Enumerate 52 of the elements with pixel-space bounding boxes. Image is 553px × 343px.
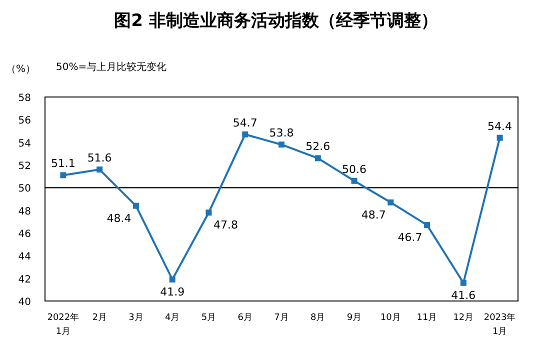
x-tick-label: 11月 xyxy=(416,313,438,323)
point xyxy=(460,280,466,286)
text: 50%=与上月比较无变化 xyxy=(56,61,167,73)
point xyxy=(424,222,430,228)
data-label: 41.9 xyxy=(160,285,185,298)
y-tick-label: 44 xyxy=(18,252,31,263)
point xyxy=(169,276,176,282)
data-label: 50.6 xyxy=(342,162,367,176)
data-label: 47.8 xyxy=(213,218,238,232)
y-tick-label: 46 xyxy=(18,229,31,240)
point xyxy=(96,166,103,173)
data-label: 53.8 xyxy=(269,126,294,140)
data-label: 41.6 xyxy=(451,288,476,302)
point xyxy=(388,199,394,206)
point xyxy=(496,134,503,141)
x-tick-label: 9月 xyxy=(346,313,362,323)
y-tick-label: 54 xyxy=(18,138,31,150)
x-tick-label: 5月 xyxy=(201,313,216,323)
y-tick-label: 58 xyxy=(18,93,31,104)
y-tick-label: 50 xyxy=(18,184,31,195)
point xyxy=(206,210,212,216)
x-tick-label: 4月 xyxy=(164,313,180,323)
data-label: 54.7 xyxy=(232,116,258,130)
x-tick-label: 7月 xyxy=(274,313,289,323)
data-label: 48.4 xyxy=(106,212,132,225)
data-label: 52.6 xyxy=(306,140,330,154)
point xyxy=(351,178,358,184)
x-tick-label: 8月 xyxy=(310,313,326,323)
x-tick-label: 2月 xyxy=(92,313,107,323)
data-label: 46.7 xyxy=(398,231,422,244)
data-label: 54.4 xyxy=(488,120,512,133)
chart-title: 图2 非制造业商务活动指数（经季节调整） xyxy=(114,11,438,31)
point xyxy=(242,131,248,138)
y-axis-title: （%） xyxy=(6,64,36,75)
point xyxy=(314,155,321,162)
x-tick-label: 2023年 1月 xyxy=(484,312,516,337)
x-tick-label: 2022年 1月 xyxy=(47,312,80,337)
y-tick-label: 56 xyxy=(18,116,31,127)
point xyxy=(60,172,66,178)
x-tick-label: 10月 xyxy=(380,313,401,323)
x-tick-label: 6月 xyxy=(238,313,252,323)
data-label: 48.7 xyxy=(361,208,386,222)
x-tick-label: 3月 xyxy=(128,313,144,323)
y-tick-label: 52 xyxy=(18,161,31,172)
data-label: 51.6 xyxy=(87,152,112,165)
x-tick-label: 12月 xyxy=(453,313,474,323)
point xyxy=(278,142,284,148)
point xyxy=(132,202,139,209)
data-label: 51.1 xyxy=(50,157,76,170)
y-tick-label: 42 xyxy=(18,274,31,286)
y-tick-label: 48 xyxy=(18,206,31,218)
y-tick-label: 40 xyxy=(18,297,31,308)
